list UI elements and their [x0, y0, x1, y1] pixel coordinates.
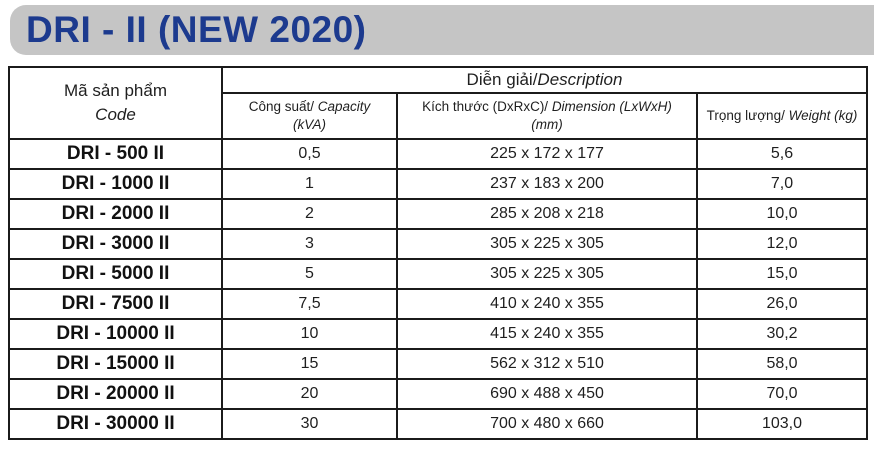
spec-table: Mã sản phẩm Code Diễn giải/Description C…	[8, 66, 869, 440]
table-row: DRI - 15000 II 15 562 x 312 x 510 58,0	[8, 348, 869, 380]
capacity-value: 2	[221, 198, 398, 230]
weight-value: 7,0	[695, 168, 869, 200]
table-row: DRI - 500 II 0,5 225 x 172 x 177 5,6	[8, 138, 869, 170]
weight-value: 5,6	[695, 138, 869, 170]
col-header-dimension-en: Dimension (LxWxH)	[551, 98, 672, 114]
product-code: DRI - 1000 II	[8, 168, 223, 200]
dimension-value: 562 x 312 x 510	[396, 348, 698, 380]
dimension-value: 415 x 240 x 355	[396, 318, 698, 350]
col-header-capacity-vi: Công suất/	[248, 98, 318, 114]
product-code: DRI - 5000 II	[8, 258, 223, 290]
capacity-value: 20	[221, 378, 398, 410]
weight-value: 103,0	[695, 408, 869, 440]
col-header-code: Mã sản phẩm Code	[8, 66, 223, 140]
col-header-description-vi: Diễn giải/	[466, 70, 538, 89]
page-title: DRI - II (NEW 2020)	[26, 9, 367, 50]
col-header-capacity-unit: (kVA)	[292, 117, 326, 132]
dimension-value: 700 x 480 x 660	[396, 408, 698, 440]
capacity-value: 0,5	[221, 138, 398, 170]
table-row: DRI - 5000 II 5 305 x 225 x 305 15,0	[8, 258, 869, 290]
weight-value: 26,0	[695, 288, 869, 320]
col-header-description-en: Description	[537, 70, 623, 89]
product-code: DRI - 20000 II	[8, 378, 223, 410]
header-row-top: Mã sản phẩm Code Diễn giải/Description	[8, 66, 869, 140]
col-header-dimension-unit: (mm)	[531, 117, 563, 132]
weight-value: 70,0	[695, 378, 869, 410]
col-header-description: Diễn giải/Description	[220, 66, 869, 94]
table-row: DRI - 3000 II 3 305 x 225 x 305 12,0	[8, 228, 869, 260]
table-row: DRI - 2000 II 2 285 x 208 x 218 10,0	[8, 198, 869, 230]
header-row-sub: Công suất/ Capacity (kVA) Kích thước (Dx…	[9, 92, 869, 140]
weight-value: 15,0	[695, 258, 869, 290]
table-row: DRI - 10000 II 10 415 x 240 x 355 30,2	[8, 318, 869, 350]
dimension-value: 237 x 183 x 200	[396, 168, 698, 200]
capacity-value: 30	[221, 408, 398, 440]
dimension-value: 690 x 488 x 450	[396, 378, 698, 410]
col-header-weight-vi: Trọng lượng/	[706, 107, 789, 123]
col-header-dimension: Kích thước (DxRxC)/ Dimension (LxWxH) (m…	[396, 92, 698, 140]
dimension-value: 225 x 172 x 177	[396, 138, 698, 170]
product-code: DRI - 7500 II	[8, 288, 223, 320]
col-header-code-vi: Mã sản phẩm	[64, 81, 167, 101]
capacity-value: 1	[221, 168, 398, 200]
capacity-value: 15	[221, 348, 398, 380]
capacity-value: 3	[221, 228, 398, 260]
spec-table-header: Mã sản phẩm Code Diễn giải/Description C…	[8, 66, 869, 140]
table-row: DRI - 20000 II 20 690 x 488 x 450 70,0	[8, 378, 869, 410]
capacity-value: 7,5	[221, 288, 398, 320]
col-header-weight: Trọng lượng/ Weight (kg)	[695, 92, 869, 140]
capacity-value: 5	[221, 258, 398, 290]
weight-value: 58,0	[695, 348, 869, 380]
table-row: DRI - 7500 II 7,5 410 x 240 x 355 26,0	[8, 288, 869, 320]
col-header-capacity-en: Capacity	[317, 98, 371, 114]
product-code: DRI - 15000 II	[8, 348, 223, 380]
dimension-value: 410 x 240 x 355	[396, 288, 698, 320]
table-row: DRI - 30000 II 30 700 x 480 x 660 103,0	[8, 408, 869, 440]
product-code: DRI - 2000 II	[8, 198, 223, 230]
col-header-code-en: Code	[95, 105, 136, 124]
dimension-value: 285 x 208 x 218	[396, 198, 698, 230]
product-code: DRI - 3000 II	[8, 228, 223, 260]
col-header-weight-en: Weight (kg)	[788, 107, 858, 123]
weight-value: 12,0	[695, 228, 869, 260]
col-header-dimension-vi: Kích thước (DxRxC)/	[422, 98, 552, 114]
weight-value: 30,2	[695, 318, 869, 350]
capacity-value: 10	[221, 318, 398, 350]
product-code: DRI - 30000 II	[8, 408, 223, 440]
spec-table-body: DRI - 500 II 0,5 225 x 172 x 177 5,6 DRI…	[8, 138, 869, 440]
col-header-capacity: Công suất/ Capacity (kVA)	[221, 92, 398, 140]
dimension-value: 305 x 225 x 305	[396, 228, 698, 260]
table-row: DRI - 1000 II 1 237 x 183 x 200 7,0	[8, 168, 869, 200]
product-code: DRI - 500 II	[8, 138, 223, 170]
weight-value: 10,0	[695, 198, 869, 230]
title-banner: DRI - II (NEW 2020)	[10, 5, 874, 55]
product-code: DRI - 10000 II	[8, 318, 223, 350]
dimension-value: 305 x 225 x 305	[396, 258, 698, 290]
